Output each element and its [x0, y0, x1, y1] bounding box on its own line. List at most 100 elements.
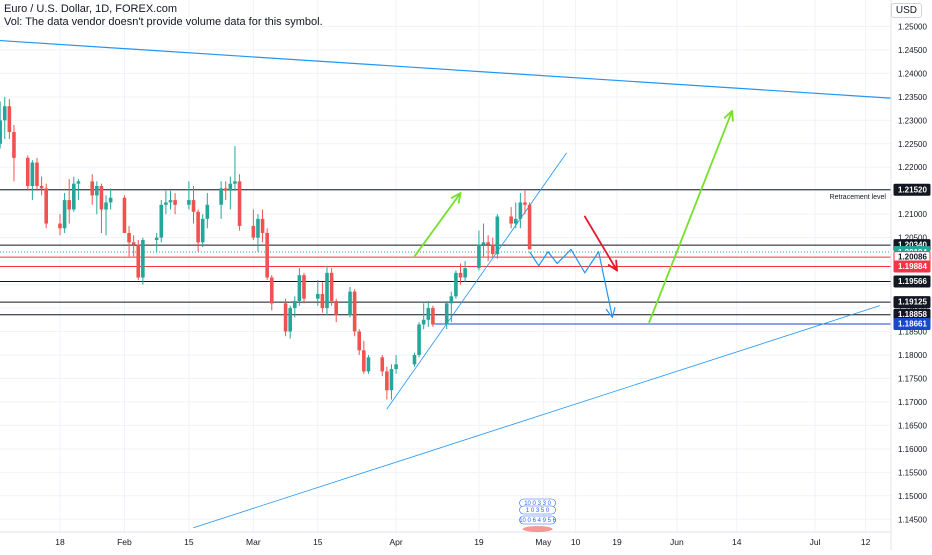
candle-down: [25, 157, 30, 187]
candle-down: [283, 303, 288, 332]
price-tick-label: 1.20500: [898, 234, 927, 243]
candle-up: [288, 308, 292, 332]
candle-up: [426, 308, 431, 320]
candle-up: [62, 200, 67, 229]
candle-down: [490, 244, 495, 255]
candle-up: [394, 364, 398, 370]
price-tick-label: 1.16000: [898, 445, 927, 454]
candle-up: [0, 120, 2, 144]
time-tick-label: 15: [184, 537, 194, 547]
candle-down: [385, 371, 389, 391]
price-tick-label: 1.14500: [898, 515, 927, 524]
candle-down: [486, 242, 490, 245]
candle-up: [513, 218, 518, 224]
candle-down: [269, 277, 274, 304]
price-tick-label: 1.22000: [898, 163, 927, 172]
time-tick-label: 10: [571, 537, 581, 547]
candle-down: [352, 291, 357, 332]
candle-up: [228, 183, 233, 191]
time-tick-label: Jun: [670, 537, 684, 547]
forecast-path: [529, 248, 614, 318]
time-axis[interactable]: 18 Feb 15 Mar 15 Apr 19 May 10 19 Jun 14 Jul 12: [55, 537, 870, 547]
price-tick-label: 1.23000: [898, 116, 927, 125]
level-badge-label: 1.20340: [898, 241, 927, 250]
arrow-head: [723, 110, 734, 122]
trend-line: [193, 305, 880, 529]
candles: [0, 96, 532, 400]
price-tick-label: 1.16500: [898, 421, 927, 430]
level-badge-label: 1.21520: [898, 185, 927, 194]
candle-up: [30, 162, 35, 187]
candle-down: [527, 204, 532, 250]
price-badges: 1.215201.203401.2019404:39:191.200861.19…: [893, 183, 931, 330]
time-tick-label: 19: [474, 537, 484, 547]
candle-up: [444, 303, 449, 325]
price-tick-label: 1.15500: [898, 468, 927, 477]
candle-down: [196, 211, 200, 243]
price-tick-label: 1.15000: [898, 492, 927, 501]
candle-down: [329, 272, 334, 302]
level-badge: [893, 275, 931, 288]
candle-down: [7, 106, 12, 133]
event-marker: [519, 505, 556, 515]
candle-up: [95, 186, 99, 196]
time-tick-label: 15: [313, 537, 323, 547]
candle-up: [421, 319, 426, 325]
level-badge: [893, 317, 931, 330]
price-tick-label: 1.17500: [898, 374, 927, 383]
candle-down: [251, 225, 256, 238]
candle-up: [417, 324, 421, 355]
candle-up: [477, 244, 481, 269]
candle-down: [58, 223, 62, 229]
event-markers[interactable]: 10 0 3 3 01 0 3 5 0 10 0 6 4 9 5 6: [519, 498, 557, 532]
time-tick-label: 18: [55, 537, 65, 547]
time-tick-label: May: [535, 537, 552, 547]
candle-up: [412, 354, 417, 365]
candle-up: [205, 204, 210, 219]
candle-down: [122, 197, 127, 233]
drawings: [0, 39, 932, 529]
price-tick-label: 1.23500: [898, 93, 927, 102]
candle-up: [325, 272, 329, 309]
horizontal-levels: Retracement level: [0, 189, 891, 325]
candle-down: [35, 162, 39, 187]
price-tick-label: 1.19000: [898, 304, 927, 313]
price-tick-label: 1.24500: [898, 46, 927, 55]
price-tick-label: 1.24000: [898, 69, 927, 78]
candle-down: [431, 308, 435, 325]
candle-up: [187, 200, 191, 205]
currency-label[interactable]: USD: [890, 3, 922, 18]
candle-down: [136, 244, 141, 278]
candle-up: [297, 275, 302, 302]
arrow-head: [607, 259, 618, 272]
candle-down: [99, 186, 104, 210]
candle-up: [454, 272, 458, 297]
event-marker-label: 10 0 3 3 0: [524, 501, 551, 507]
candle-down: [265, 232, 269, 278]
candle-up: [219, 188, 223, 205]
level-badge: [893, 260, 931, 273]
price-tick-label: 1.18500: [898, 328, 927, 337]
candle-down: [260, 218, 265, 233]
candle-up: [256, 218, 260, 238]
price-axis-panel[interactable]: [891, 0, 932, 550]
time-tick-label: 19: [612, 537, 622, 547]
level-badge-label: 1.19125: [898, 298, 927, 307]
candle-up: [449, 296, 454, 304]
volume-note: Vol: The data vendor doesn't provide vol…: [4, 16, 323, 28]
level-badge: [893, 183, 931, 196]
trend-line: [0, 39, 932, 102]
candle-down: [12, 132, 16, 158]
candle-down: [458, 272, 463, 278]
candle-down: [509, 216, 513, 224]
retracement-note: Retracement level: [830, 194, 887, 201]
candle-up: [481, 242, 486, 245]
candle-down: [320, 293, 325, 309]
candle-down: [357, 331, 362, 351]
symbol-title[interactable]: Euro / U.S. Dollar, 1D, FOREX.com: [4, 3, 177, 15]
candle-up: [104, 202, 108, 210]
candle-down: [191, 200, 196, 212]
candle-down: [523, 202, 527, 205]
